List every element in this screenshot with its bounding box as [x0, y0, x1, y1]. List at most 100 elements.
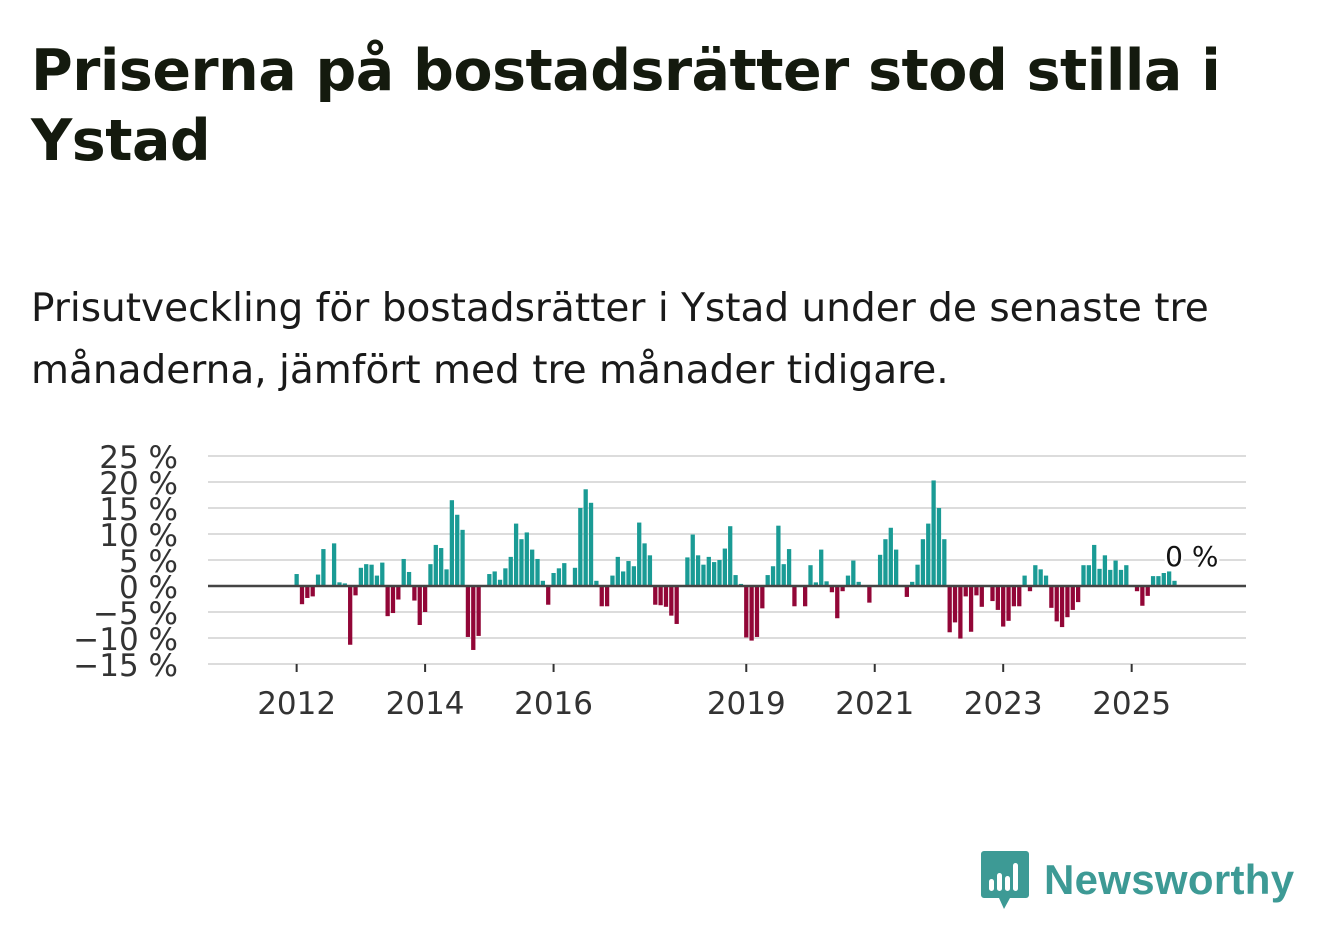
bar [1092, 544, 1097, 586]
bar [1102, 555, 1108, 586]
bar [337, 582, 342, 586]
bar [792, 586, 797, 607]
bar [449, 500, 455, 586]
bar [1097, 568, 1102, 586]
bar [1156, 576, 1161, 586]
bar [364, 564, 369, 586]
bar [508, 556, 513, 586]
x-tick-label: 2021 [835, 686, 914, 722]
bar [995, 586, 1000, 610]
bar [594, 580, 599, 586]
y-tick-label: −10 % [73, 622, 178, 658]
bar [1124, 565, 1129, 586]
bar [530, 549, 535, 586]
bar [637, 522, 642, 586]
bar [717, 560, 722, 586]
bar [417, 586, 422, 625]
bar [728, 526, 733, 586]
bar [669, 586, 674, 616]
bar [770, 566, 776, 586]
y-tick-label: 15 % [99, 492, 178, 528]
bar [1011, 586, 1017, 607]
bar [1075, 586, 1081, 603]
bar [712, 562, 717, 586]
bar [422, 586, 428, 612]
bar [631, 566, 637, 586]
bar [974, 586, 979, 596]
y-tick-label: 5 % [119, 544, 178, 580]
bar [492, 571, 497, 586]
bar [663, 586, 669, 607]
bar [920, 539, 926, 586]
bar [1070, 586, 1075, 610]
bar [894, 549, 899, 586]
bar [396, 586, 401, 600]
bar [722, 548, 727, 586]
bar [444, 569, 449, 586]
bar [1022, 575, 1027, 586]
bar [610, 575, 615, 586]
bar [572, 567, 578, 586]
bar [706, 556, 711, 586]
page-title: Priserna på bostadsrätter stod stilla i … [31, 38, 1221, 174]
bar [1049, 586, 1054, 608]
bar [942, 539, 947, 586]
bar [562, 563, 567, 586]
bar [321, 549, 326, 586]
bar [578, 508, 583, 586]
bar [915, 564, 920, 586]
bar [963, 586, 968, 597]
bar [1043, 575, 1049, 586]
bar [1059, 586, 1065, 628]
bar [733, 575, 738, 586]
bar [851, 560, 856, 586]
x-tick-label: 2012 [257, 686, 336, 722]
bar [877, 554, 883, 586]
bar [615, 556, 620, 586]
bar [845, 575, 851, 586]
bar [754, 586, 760, 637]
bar [540, 580, 546, 586]
bar [1027, 586, 1033, 592]
bar [904, 586, 909, 597]
bar [958, 586, 963, 639]
bar [342, 583, 347, 586]
bar [476, 586, 481, 636]
x-tick-label: 2023 [964, 686, 1043, 722]
bar [487, 574, 492, 586]
bar [406, 571, 412, 586]
bar [947, 586, 952, 633]
bar [604, 586, 610, 607]
y-tick-label: 25 % [99, 440, 178, 476]
bar [1017, 586, 1022, 607]
bar [524, 532, 529, 586]
bar [658, 586, 663, 606]
bar [305, 586, 310, 598]
bar [348, 586, 353, 645]
x-tick-label: 2025 [1092, 686, 1171, 722]
bar [776, 525, 781, 586]
bar [840, 586, 845, 592]
bar [1118, 569, 1124, 586]
bar [503, 568, 508, 586]
bar [749, 586, 754, 641]
bar-series [294, 480, 1177, 650]
bar [931, 480, 936, 586]
bar [535, 558, 540, 586]
bar [653, 586, 658, 605]
bar [621, 571, 626, 586]
newsworthy-logo[interactable]: Newsworthy [980, 848, 1294, 912]
bar [583, 489, 588, 586]
bar [385, 586, 390, 617]
bar [390, 586, 396, 614]
bar [315, 574, 321, 586]
bar [299, 586, 305, 605]
bar [910, 581, 915, 586]
bar [1113, 560, 1118, 586]
bar [979, 586, 984, 607]
bar [465, 586, 471, 637]
bar [968, 586, 974, 632]
x-axis-labels: 2012 2014 2016 2019 2021 2023 2025 [257, 664, 1171, 722]
y-tick-label: 20 % [99, 466, 178, 502]
bar [1134, 586, 1140, 592]
